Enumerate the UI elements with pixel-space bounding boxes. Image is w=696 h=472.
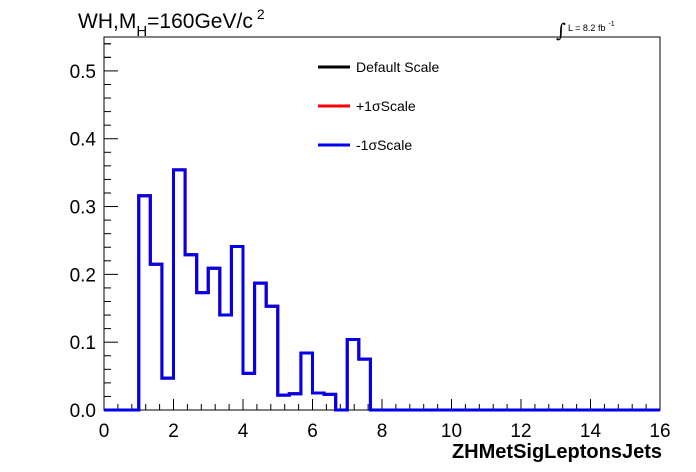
title-prefix: WH,M [78, 10, 136, 33]
series-line-0 [104, 168, 660, 412]
lumi-text: L = 8.2 fb [568, 23, 605, 33]
series-line-2 [104, 168, 660, 412]
title-main: =160GeV/c [147, 10, 253, 33]
title-superscript: 2 [257, 6, 265, 22]
x-tick-label: 12 [510, 421, 531, 442]
y-tick-label: 0.1 [70, 333, 96, 354]
x-tick-label: 10 [441, 421, 462, 442]
y-tick-label: 0.2 [70, 265, 96, 286]
legend-label-2: -1σScale [356, 137, 412, 153]
chart-title: WH,MH=160GeV/c 2 [78, 6, 265, 40]
x-tick-label: 8 [377, 421, 388, 442]
y-tick-label: 0.4 [70, 130, 97, 151]
lumi-integral-icon: ∫ [556, 20, 566, 42]
x-tick-label: 14 [580, 421, 602, 442]
lumi-label: L = 8.2 fb -1 [568, 21, 615, 33]
lumi-superscript: -1 [608, 21, 614, 28]
series-line-1 [104, 168, 660, 412]
legend-label-1: +1σScale [356, 98, 416, 114]
y-axis: 0.0 0.1 0.2 0.3 0.4 0.5 [70, 43, 118, 422]
x-tick-label: 0 [99, 421, 110, 442]
x-tick-label: 6 [307, 421, 318, 442]
x-tick-label: 4 [238, 421, 249, 442]
legend-label-0: Default Scale [356, 59, 439, 75]
x-axis: 0 2 4 6 8 10 12 14 16 [99, 399, 671, 442]
x-axis-label: ZHMetSigLeptonsJets [452, 441, 662, 463]
y-tick-label: 0.0 [70, 401, 96, 422]
x-tick-label: 16 [649, 421, 670, 442]
legend: Default Scale +1σScale -1σScale [318, 59, 439, 153]
y-tick-label: 0.5 [70, 62, 96, 83]
x-tick-label: 2 [168, 421, 179, 442]
plot-frame [103, 36, 661, 411]
series-group [104, 168, 660, 412]
y-tick-label: 0.3 [70, 198, 96, 219]
title-subscript: H [136, 23, 147, 40]
